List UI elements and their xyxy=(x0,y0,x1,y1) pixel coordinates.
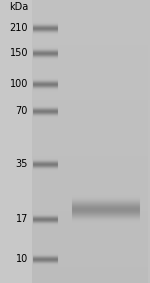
Text: 10: 10 xyxy=(16,254,28,264)
Text: 210: 210 xyxy=(9,23,28,33)
Text: 35: 35 xyxy=(16,159,28,169)
Text: 17: 17 xyxy=(16,214,28,224)
Text: 150: 150 xyxy=(9,48,28,58)
Text: 100: 100 xyxy=(10,79,28,89)
Text: 70: 70 xyxy=(16,106,28,116)
Text: kDa: kDa xyxy=(9,2,28,12)
